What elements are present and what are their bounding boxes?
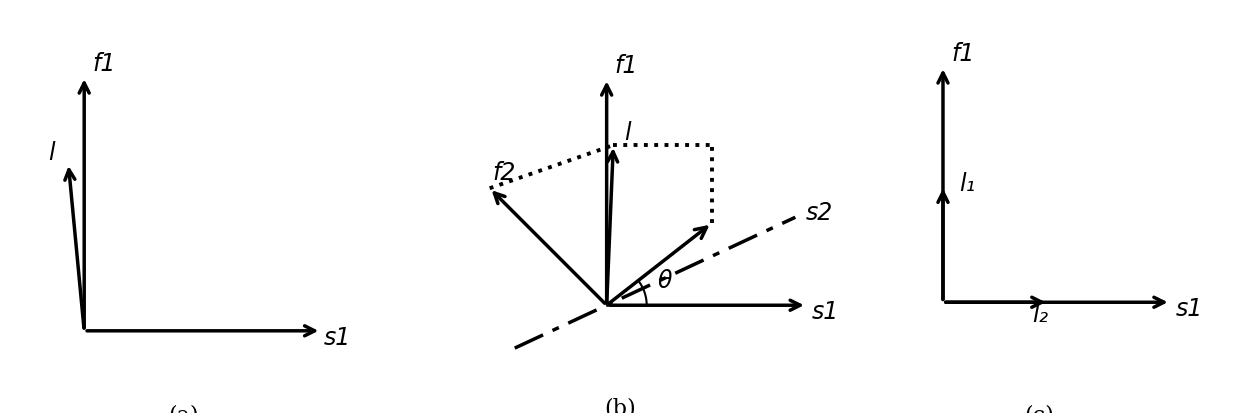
Text: (b): (b): [604, 398, 636, 413]
Text: l: l: [624, 121, 631, 145]
Text: (a): (a): [167, 405, 198, 413]
Text: f1: f1: [93, 52, 117, 76]
Text: θ: θ: [657, 269, 672, 293]
Text: l₁: l₁: [960, 172, 976, 196]
Text: s1: s1: [1176, 297, 1203, 321]
Text: l₂: l₂: [1032, 303, 1048, 327]
Text: s1: s1: [812, 299, 839, 323]
Text: l: l: [48, 141, 55, 165]
Text: s2: s2: [806, 201, 833, 225]
Text: f1: f1: [615, 54, 639, 78]
Text: s1: s1: [324, 326, 351, 350]
Text: f2: f2: [492, 161, 516, 185]
Text: f1: f1: [951, 42, 975, 66]
Text: (c): (c): [1024, 405, 1054, 413]
